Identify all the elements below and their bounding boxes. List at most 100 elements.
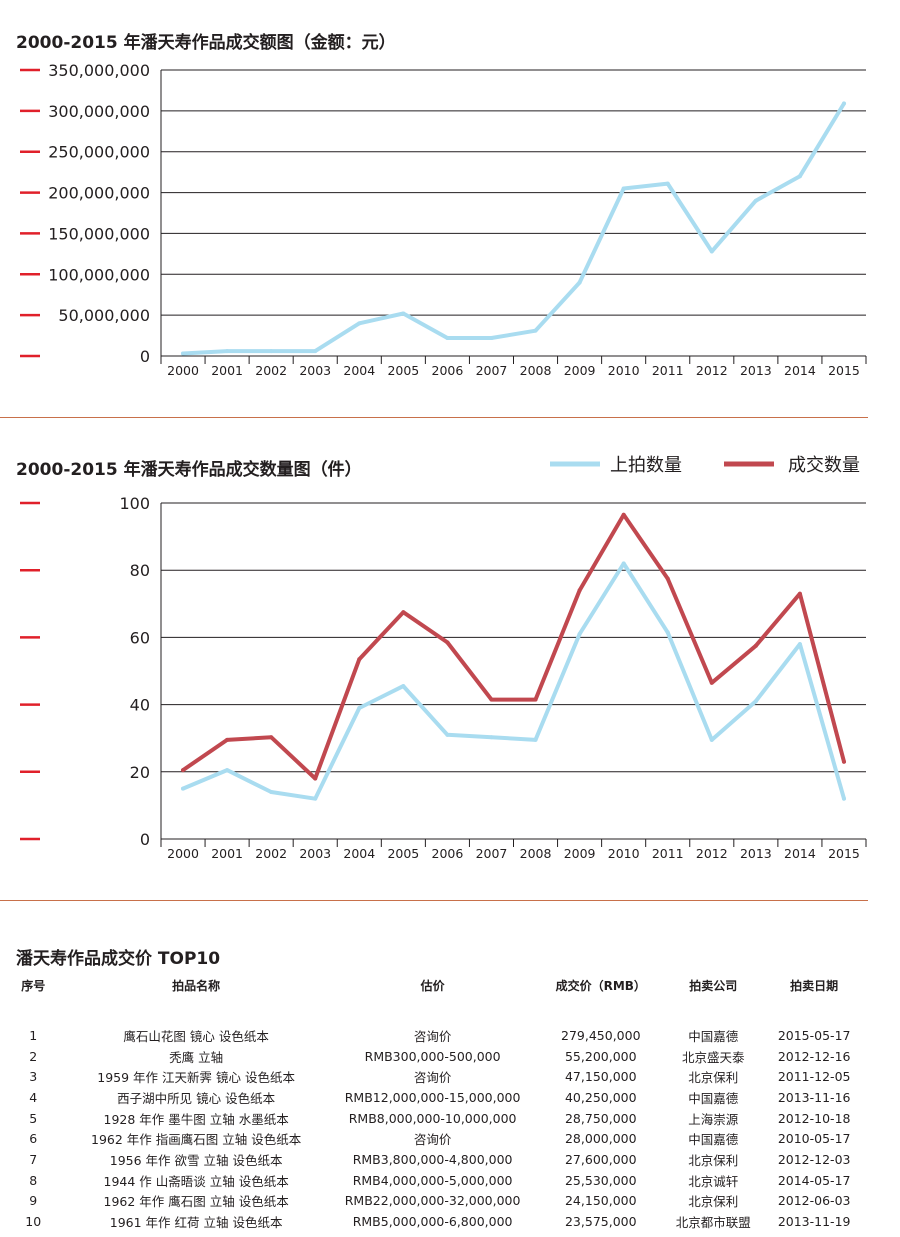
x-tick-label: 2002: [255, 846, 287, 861]
legend-label-2: 成交数量: [788, 455, 860, 476]
x-tick-label: 2004: [343, 363, 375, 378]
x-tick-label: 2000: [167, 846, 199, 861]
data-point: [709, 737, 714, 742]
cell-rank: 10: [25, 1214, 42, 1230]
x-tick-label: 2006: [432, 363, 464, 378]
table-row: 9 1962 年作 鹰石图 立轴 设色纸本 RMB22,000,000-32,000…: [8, 1191, 872, 1212]
cell-name: 秃鹰 立轴: [169, 1049, 224, 1065]
table-row: 4 西子湖中所见 镜心 设色纸本 RMB12,000,000-15,000,000 4…: [8, 1087, 872, 1108]
data-point: [577, 632, 582, 637]
x-tick-label: 2001: [211, 846, 243, 861]
table-row: 6 1962 年作 指画鹰石图 立轴 设色纸本 咨询价 28,000,000 中国嘉德 2…: [8, 1128, 872, 1149]
x-tick-label: 2007: [476, 363, 508, 378]
cell-rank: 1: [29, 1027, 38, 1043]
x-tick-label: 2010: [608, 846, 640, 861]
data-point: [841, 101, 846, 106]
data-point: [621, 512, 626, 517]
data-point: [181, 786, 186, 791]
data-point: [489, 735, 494, 740]
col-header-price: 成交价（RMB）: [555, 978, 646, 993]
top10-title: 潘天寿作品成交价 TOP10: [16, 949, 221, 969]
data-point: [577, 280, 582, 285]
cell-rank: 2: [29, 1048, 38, 1064]
x-tick-label: 2011: [652, 363, 684, 378]
table-row: 5 1928 年作 墨牛图 立轴 水墨纸本 RMB8,000,000-10,000,…: [8, 1108, 872, 1129]
cell-estimate: RMB12,000,000-15,000,000: [344, 1089, 521, 1105]
data-point: [225, 768, 230, 773]
cell-price: 27,600,000: [564, 1151, 637, 1167]
cell-date: 2012-12-16: [777, 1048, 851, 1064]
cell-house: 北京保利: [688, 1070, 739, 1086]
cell-name: 西子湖中所见 镜心 设色纸本: [117, 1090, 276, 1106]
cell-house: 北京盛天泰: [681, 1049, 745, 1065]
y-tick-label: 0: [140, 347, 150, 366]
cell-date: 2014-05-17: [777, 1172, 851, 1188]
col-header-rank: 序号: [21, 978, 46, 993]
y-tick-label: 20: [130, 763, 150, 782]
data-point: [401, 311, 406, 316]
data-point: [533, 697, 538, 702]
cell-estimate: RMB22,000,000-32,000,000: [344, 1193, 521, 1209]
x-tick-label: 2008: [520, 846, 552, 861]
y-tick-label: 100,000,000: [48, 265, 150, 284]
data-point: [489, 336, 494, 341]
legend-label-1: 上拍数量: [610, 455, 682, 476]
cell-price: 279,450,000: [561, 1027, 641, 1043]
data-point: [269, 789, 274, 794]
cell-estimate: 咨询价: [413, 1028, 452, 1044]
x-tick-label: 2009: [564, 363, 596, 378]
data-point: [445, 336, 450, 341]
cell-name: 鹰石山花图 镜心 设色纸本: [123, 1028, 269, 1044]
col-header-house: 拍卖公司: [689, 978, 738, 993]
x-tick-label: 2014: [784, 363, 816, 378]
cell-rank: 6: [29, 1131, 38, 1147]
cell-estimate: 咨询价: [413, 1132, 452, 1148]
series-line-1: [181, 561, 846, 801]
data-point: [181, 351, 186, 356]
col-header-date: 拍卖日期: [790, 978, 839, 993]
y-tick-label: 350,000,000: [48, 61, 150, 80]
cell-price: 55,200,000: [564, 1048, 637, 1064]
cell-date: 2011-12-05: [777, 1069, 851, 1085]
cell-date: 2010-05-17: [777, 1131, 851, 1147]
data-point: [841, 759, 846, 764]
y-tick-label: 250,000,000: [48, 143, 150, 162]
cell-house: 上海崇源: [688, 1111, 739, 1127]
cell-house: 北京保利: [688, 1152, 739, 1168]
series-line-2: [181, 512, 846, 781]
amount-line-chart: 0 50,000,000 100,000,000 150,000,000 200,000…: [20, 61, 867, 378]
cell-estimate: RMB300,000-500,000: [364, 1048, 501, 1064]
cell-price: 24,150,000: [564, 1193, 637, 1209]
cell-house: 中国嘉德: [688, 1090, 739, 1106]
data-point: [797, 591, 802, 596]
data-point: [709, 680, 714, 685]
cell-date: 2012-12-03: [777, 1151, 851, 1167]
y-tick-label: 100: [119, 494, 150, 513]
table-row: 2 秃鹰 立轴 RMB300,000-500,000 55,200,000 北京盛天泰 2…: [8, 1046, 872, 1067]
x-tick-label: 2005: [387, 846, 419, 861]
cell-date: 2015-05-17: [777, 1027, 851, 1043]
cell-name: 1962 年作 鹰石图 立轴 设色纸本: [103, 1194, 289, 1210]
count-line-chart: 0 20 40 60 80 100 2000 2001 2002 2003 2004 2005 2006…: [20, 455, 867, 861]
data-point: [709, 249, 714, 254]
cell-estimate: RMB5,000,000-6,800,000: [352, 1214, 513, 1230]
data-point: [269, 735, 274, 740]
cell-name: 1928 年作 墨牛图 立轴 水墨纸本: [103, 1111, 289, 1127]
data-point: [533, 328, 538, 333]
data-point: [313, 349, 318, 354]
x-tick-label: 2012: [696, 363, 728, 378]
y-tick-label: 50,000,000: [58, 306, 150, 325]
cell-house: 北京保利: [688, 1194, 739, 1210]
table-row: 7 1956 年作 欲雪 立轴 设色纸本 RMB3,800,000-4,800,00…: [8, 1149, 872, 1170]
cell-price: 28,000,000: [564, 1131, 637, 1147]
cell-rank: 4: [29, 1089, 38, 1105]
cell-name: 1961 年作 红荷 立轴 设色纸本: [109, 1215, 283, 1231]
series-line-1: [181, 101, 846, 356]
data-point: [753, 643, 758, 648]
x-tick-label: 2013: [740, 846, 772, 861]
cell-house: 北京诚轩: [688, 1173, 739, 1189]
amount-chart-title: 2000-2015 年潘天寿作品成交额图（金额：元）: [16, 33, 396, 53]
data-point: [357, 321, 362, 326]
x-tick-label: 2002: [255, 363, 287, 378]
cell-estimate: RMB3,800,000-4,800,000: [352, 1151, 513, 1167]
